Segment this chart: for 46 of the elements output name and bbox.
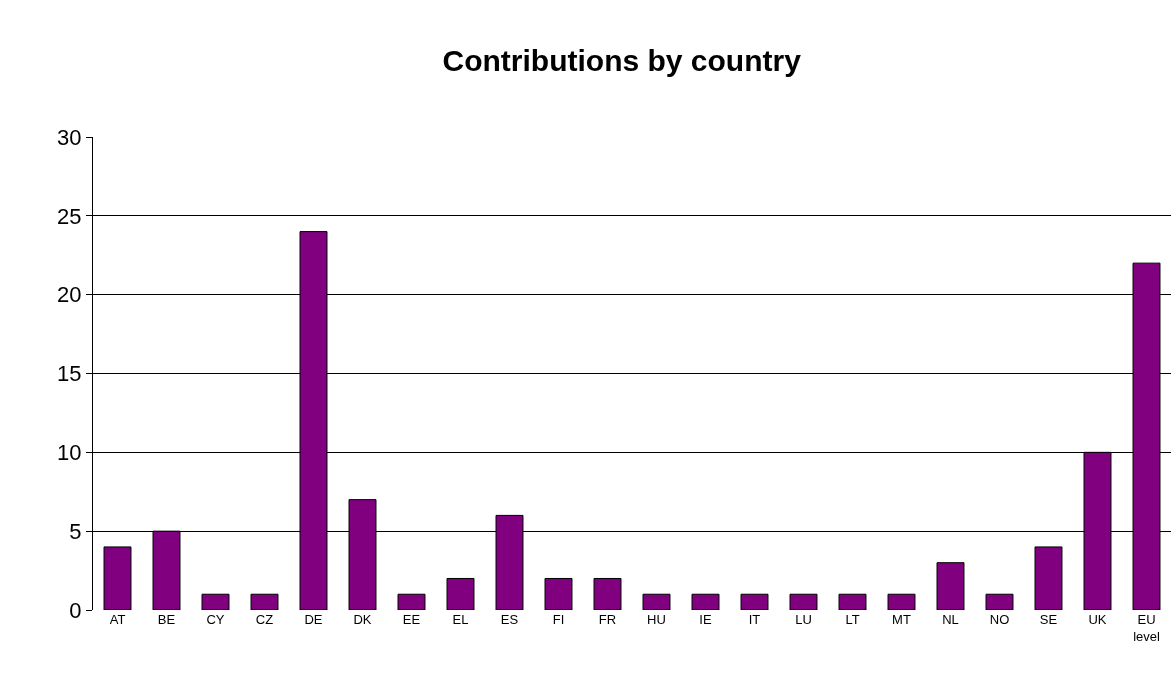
- bar: [691, 593, 720, 610]
- x-tick-label: CY: [206, 612, 225, 627]
- x-tick-label: IE: [699, 612, 712, 627]
- y-tick-label: 5: [69, 518, 82, 544]
- y-tick-label: 25: [57, 203, 82, 229]
- x-tick-label: HU: [647, 612, 666, 627]
- x-tick-label: EL: [452, 612, 469, 627]
- x-tick-label: EE: [402, 612, 421, 627]
- bar: [593, 577, 622, 610]
- bar: [103, 546, 132, 610]
- x-tick-label: EU level: [1133, 612, 1160, 644]
- x-tick-label: NL: [942, 612, 959, 627]
- bar: [397, 593, 426, 610]
- bar: [446, 577, 475, 610]
- bar: [985, 593, 1014, 610]
- y-tick-label: 0: [69, 597, 82, 623]
- x-tick-label: LU: [795, 612, 812, 627]
- x-tick-label: BE: [157, 612, 176, 627]
- bar: [789, 593, 818, 610]
- y-tick-label: 10: [57, 440, 82, 466]
- bar: [936, 562, 965, 610]
- x-tick-label: SE: [1039, 612, 1058, 627]
- x-tick-label: FR: [598, 612, 617, 627]
- bar: [887, 593, 916, 610]
- y-tick-label: 20: [57, 282, 82, 308]
- bar: [740, 593, 769, 610]
- bar: [201, 593, 230, 610]
- x-tick-label: DK: [353, 612, 372, 627]
- x-tick-label: IT: [748, 612, 761, 627]
- x-tick-label: ES: [500, 612, 519, 627]
- x-tick-label: LT: [845, 612, 860, 627]
- x-tick-label: CZ: [255, 612, 274, 627]
- bar: [642, 593, 671, 610]
- y-tick-label: 30: [57, 124, 82, 150]
- x-tick-label: NO: [989, 612, 1010, 627]
- bar: [544, 577, 573, 610]
- x-tick-label: AT: [109, 612, 126, 627]
- bar: [838, 593, 867, 610]
- y-tick-label: 15: [57, 361, 82, 387]
- x-tick-label: MT: [892, 612, 911, 627]
- x-tick-label: DE: [304, 612, 323, 627]
- chart-title: Contributions by country: [442, 44, 802, 78]
- x-tick-label: UK: [1088, 612, 1107, 627]
- x-tick-label: FI: [552, 612, 565, 627]
- bar: [1034, 546, 1063, 610]
- bar: [250, 593, 279, 610]
